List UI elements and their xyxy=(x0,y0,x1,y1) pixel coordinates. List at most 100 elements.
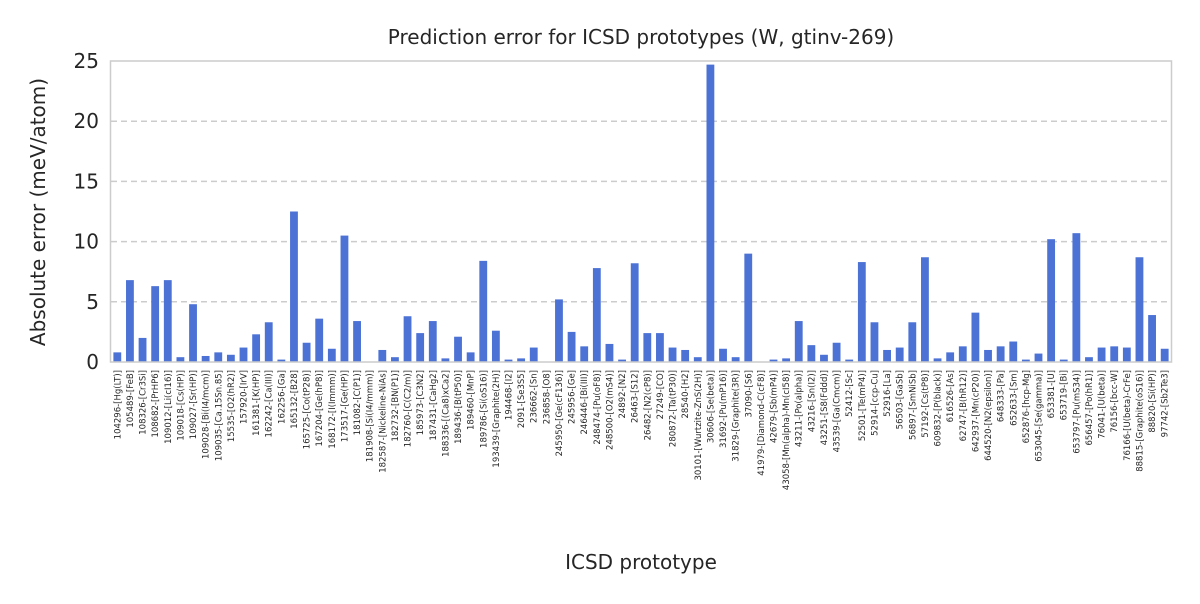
x-tick-label: 56503-[GaSb] xyxy=(896,370,906,429)
bar xyxy=(895,347,904,362)
bar xyxy=(832,342,841,362)
x-tick-label: 162256-[Ga] xyxy=(277,370,287,424)
x-tick-label: 181082-[C(P1)] xyxy=(353,370,363,435)
bar xyxy=(277,359,286,362)
x-tick-label: 24892-[N2] xyxy=(618,370,628,419)
bar xyxy=(340,235,349,362)
y-tick-label: 0 xyxy=(86,350,99,374)
bar xyxy=(984,349,992,362)
bar xyxy=(870,322,879,362)
bar xyxy=(706,64,715,362)
bar xyxy=(555,299,563,362)
bar xyxy=(1122,347,1131,362)
bar xyxy=(807,345,816,362)
x-tick-label: 2091-[Se3S5] xyxy=(517,370,527,428)
x-tick-label: 653797-[Pu(mS34)] xyxy=(1072,370,1082,454)
x-tick-label: 245956-[Ge] xyxy=(568,370,578,424)
plot-frame xyxy=(109,60,1173,363)
bar xyxy=(1085,357,1093,362)
bar xyxy=(239,347,248,362)
x-tick-label: 157920-[IrV] xyxy=(240,370,250,424)
x-axis-label: ICSD prototype xyxy=(565,550,717,574)
bar xyxy=(845,359,854,362)
x-tick-labels: 104296-[Hg(LT)] 105489-[FeB] 108326-[Cr3Si… xyxy=(113,370,1170,490)
bar xyxy=(529,347,538,362)
x-tick-label: 76166-[U(beta)-CrFe] xyxy=(1123,370,1133,461)
bar xyxy=(441,358,450,362)
x-tick-label: 26482-[N2(cP8)] xyxy=(643,370,653,440)
x-tick-label: 108682-[PrHP6] xyxy=(151,370,161,438)
x-tick-label: 652876-[hcp-Mg] xyxy=(1022,370,1032,443)
bar xyxy=(681,349,690,362)
y-tick-label: 25 xyxy=(74,49,99,73)
bar xyxy=(1148,315,1156,362)
x-tick-label: 28540-[H2] xyxy=(681,370,691,419)
x-tick-label: 656457-[Po(hR1)] xyxy=(1085,370,1095,446)
bar xyxy=(302,342,311,362)
x-tick-label: 31692-[Pu(mP16)] xyxy=(719,370,729,448)
bar xyxy=(353,321,361,362)
x-tick-label: 27249-[CO] xyxy=(656,370,666,419)
x-tick-label: 76156-[bcc-W] xyxy=(1110,370,1120,433)
x-tick-label: 648333-[Pa] xyxy=(997,370,1007,422)
x-tick-label: 162242-[Ca(III)] xyxy=(265,370,275,437)
x-tick-label: 644520-[N2(epsilon)] xyxy=(984,370,994,461)
x-tick-label: 653381-[U] xyxy=(1047,370,1057,418)
x-tick-label: 30606-[Se(beta)] xyxy=(706,370,716,443)
bar xyxy=(921,257,929,362)
bar xyxy=(1009,341,1018,362)
bar xyxy=(315,318,324,362)
bar xyxy=(618,359,626,362)
bar xyxy=(151,286,160,362)
bar xyxy=(1072,233,1081,362)
bar xyxy=(1135,257,1144,362)
bar xyxy=(693,357,702,362)
x-tick-label: 37090-[S6] xyxy=(744,370,754,418)
x-tick-label: 280872-[Ta(tP30)] xyxy=(669,370,679,447)
x-tick-label: 193439-[Graphite(2H)] xyxy=(492,370,502,468)
bar xyxy=(592,268,601,362)
bar xyxy=(946,352,955,362)
y-tick-label: 15 xyxy=(74,169,99,193)
bar xyxy=(416,333,425,362)
bar xyxy=(163,280,172,362)
bar xyxy=(479,260,488,362)
x-tick-label: 62747-[B(hR12)] xyxy=(959,370,969,441)
bar xyxy=(1059,359,1068,362)
x-tick-label: 31829-[Graphite(3R)] xyxy=(732,370,742,462)
x-tick-label: 653719-[Bi] xyxy=(1060,370,1070,420)
bar xyxy=(580,346,589,362)
x-tick-label: 109018-[Cs(HP)] xyxy=(176,370,186,441)
bar xyxy=(1110,346,1119,362)
x-tick-label: 43216-[Sn(I2)] xyxy=(807,370,817,432)
bar xyxy=(643,333,652,362)
bar xyxy=(1034,353,1043,362)
bar xyxy=(731,357,740,362)
x-tick-label: 188336-[(Ca8)xCa2] xyxy=(441,370,451,457)
x-tick-label: 43058-[Mn(alpha)-Mn(cI58)] xyxy=(782,370,792,490)
bar xyxy=(656,333,664,362)
x-tick-label: 109028-[Bi(I4/mcm)] xyxy=(202,370,212,459)
x-tick-label: 182732-[BN(P1)] xyxy=(391,370,401,442)
bar xyxy=(466,352,475,362)
x-tick-label: 26463-[S12] xyxy=(631,370,641,423)
bar xyxy=(214,352,223,362)
x-tick-label: 52501-[Te(mP4)] xyxy=(858,370,868,441)
bar xyxy=(567,331,576,362)
y-tick-labels: 0 5 10 15 20 25 xyxy=(74,49,99,374)
x-tick-label: 161381-[K(HP)] xyxy=(252,370,262,436)
bar xyxy=(1021,359,1030,362)
y-tick-label: 10 xyxy=(74,230,99,254)
x-tick-label: 189436-[B(tP50)] xyxy=(454,370,464,444)
bar xyxy=(454,336,462,362)
x-tick-label: 105489-[FeB] xyxy=(126,370,136,428)
bar xyxy=(605,343,614,362)
x-tick-label: 167204-[Ge(hP8)] xyxy=(315,370,325,447)
x-tick-label: 109012-[Li(cI16)] xyxy=(164,370,174,444)
y-tick-label: 20 xyxy=(74,109,99,133)
bar xyxy=(327,348,336,362)
x-tick-label: 245950-[Ge(cF136)] xyxy=(555,370,565,456)
x-tick-label: 236858-[O8] xyxy=(542,370,552,424)
